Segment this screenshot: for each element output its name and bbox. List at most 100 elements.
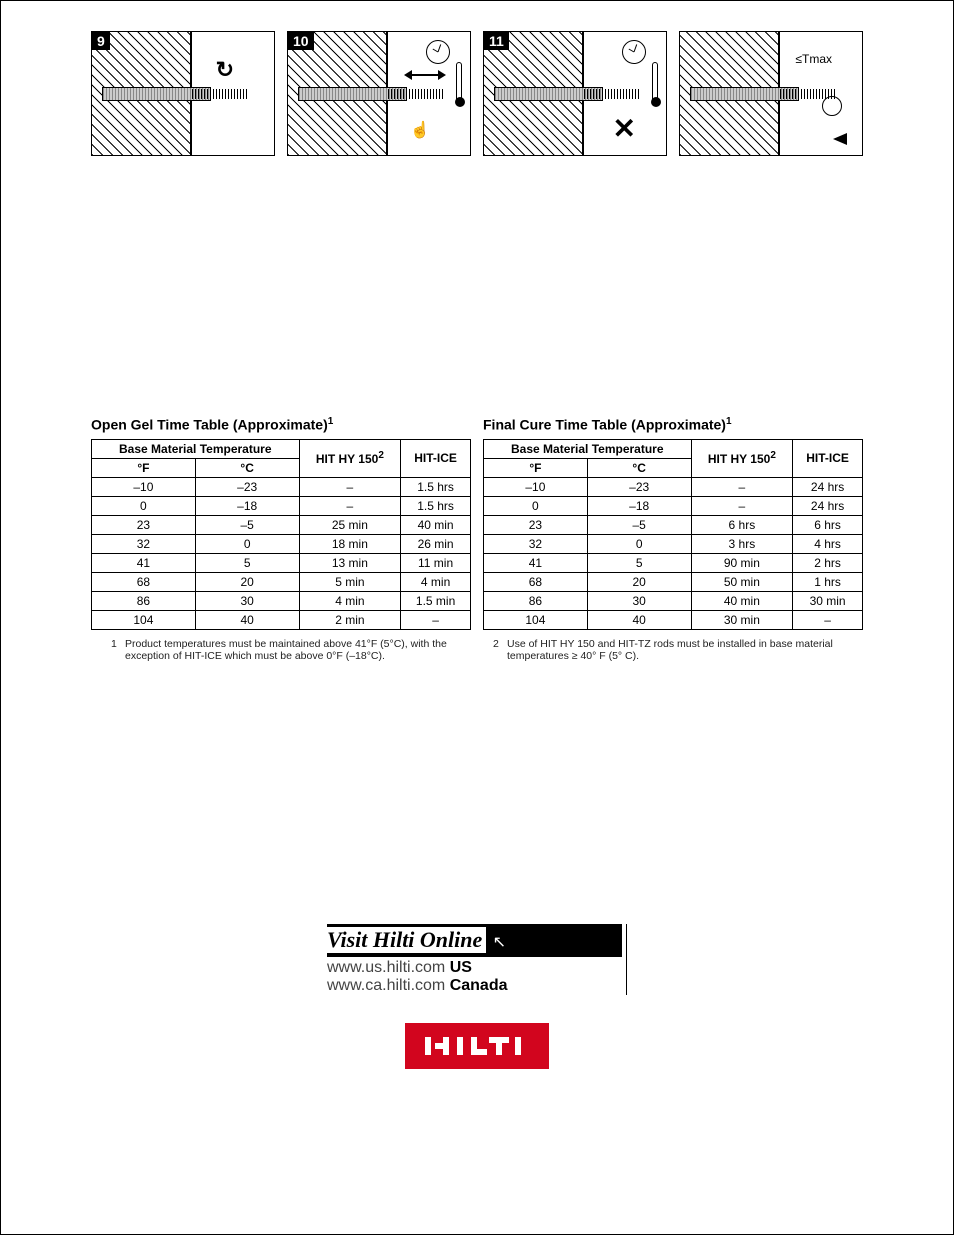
country-ca: Canada bbox=[450, 977, 508, 994]
table-cell: 23 bbox=[92, 515, 196, 534]
table-cell: – bbox=[401, 610, 471, 629]
table-cell: 1 hrs bbox=[793, 572, 863, 591]
instruction-diagram-row: 9 ↻ 10 ☝ 11 ✕ bbox=[31, 31, 923, 156]
step-number-badge: 9 bbox=[92, 32, 110, 50]
table-cell: 86 bbox=[92, 591, 196, 610]
table-cell: 0 bbox=[195, 534, 299, 553]
col-hy150: HIT HY 1502 bbox=[299, 439, 401, 477]
title-text: Final Cure Time Table (Approximate) bbox=[483, 417, 726, 433]
table-cell: –18 bbox=[587, 496, 691, 515]
hand-adjust-icon: ☝ bbox=[410, 120, 430, 140]
table-row: 0–18–24 hrs bbox=[484, 496, 863, 515]
footnote-1: 1 Product temperatures must be maintaine… bbox=[111, 638, 481, 662]
table-cell: 1.5 hrs bbox=[401, 477, 471, 496]
table-cell: 1.5 min bbox=[401, 591, 471, 610]
table-cell: 25 min bbox=[299, 515, 401, 534]
cure-time-tbody: –10–23–24 hrs0–18–24 hrs23–56 hrs6 hrs32… bbox=[484, 477, 863, 629]
footnote-number: 1 bbox=[111, 638, 117, 650]
table-cell: – bbox=[299, 496, 401, 515]
wait-clock-icon bbox=[622, 40, 646, 64]
table-cell: 4 min bbox=[299, 591, 401, 610]
table-cell: 5 bbox=[587, 553, 691, 572]
table-cell: –23 bbox=[195, 477, 299, 496]
table-row: 1044030 min– bbox=[484, 610, 863, 629]
hilti-logo bbox=[405, 1023, 549, 1069]
col-group-temp: Base Material Temperature bbox=[92, 439, 300, 458]
footnote-text: Product temperatures must be maintained … bbox=[125, 638, 447, 662]
title-sup: 1 bbox=[726, 416, 732, 427]
branding-block: Visit Hilti Online↖ www.us.hilti.com US … bbox=[1, 924, 953, 1074]
table-cell: 40 min bbox=[401, 515, 471, 534]
table-cell: 24 hrs bbox=[793, 477, 863, 496]
table-row: 3203 hrs4 hrs bbox=[484, 534, 863, 553]
visit-online-bar: Visit Hilti Online↖ www.us.hilti.com US … bbox=[327, 924, 627, 995]
table-cell: 18 min bbox=[299, 534, 401, 553]
table-row: 41513 min11 min bbox=[92, 553, 471, 572]
url-ca: www.ca.hilti.com bbox=[327, 977, 445, 994]
table-cell: 68 bbox=[92, 572, 196, 591]
cure-time-table-title: Final Cure Time Table (Approximate)1 bbox=[483, 416, 863, 433]
anchor-rod-extension bbox=[192, 89, 247, 99]
table-cell: –10 bbox=[484, 477, 588, 496]
table-cell: – bbox=[793, 610, 863, 629]
thermometer-icon bbox=[652, 62, 658, 102]
table-cell: 20 bbox=[195, 572, 299, 591]
footnote-2: 2 Use of HIT HY 150 and HIT-TZ rods must… bbox=[493, 638, 863, 662]
table-row: 23–56 hrs6 hrs bbox=[484, 515, 863, 534]
table-cell: 20 bbox=[587, 572, 691, 591]
table-cell: 40 bbox=[587, 610, 691, 629]
do-not-touch-icon: ✕ bbox=[613, 112, 636, 145]
url-us: www.us.hilti.com bbox=[327, 959, 445, 976]
table-cell: 86 bbox=[484, 591, 588, 610]
col-group-temp: Base Material Temperature bbox=[484, 439, 692, 458]
title-text: Open Gel Time Table (Approximate) bbox=[91, 417, 328, 433]
table-cell: 5 bbox=[195, 553, 299, 572]
url-us-line: www.us.hilti.com US bbox=[327, 959, 622, 977]
table-cell: –5 bbox=[195, 515, 299, 534]
thermometer-icon bbox=[456, 62, 462, 102]
torque-direction-arrow-icon bbox=[833, 133, 847, 145]
table-cell: 30 bbox=[195, 591, 299, 610]
table-cell: 32 bbox=[92, 534, 196, 553]
table-cell: 13 min bbox=[299, 553, 401, 572]
step-9-diagram: 9 ↻ bbox=[91, 31, 275, 156]
url-ca-line: www.ca.hilti.com Canada bbox=[327, 977, 622, 995]
table-cell: 0 bbox=[484, 496, 588, 515]
col-f: °F bbox=[92, 458, 196, 477]
table-cell: 4 min bbox=[401, 572, 471, 591]
table-cell: 2 min bbox=[299, 610, 401, 629]
step-11-diagram: 11 ✕ bbox=[483, 31, 667, 156]
table-cell: – bbox=[691, 496, 793, 515]
table-cell: 50 min bbox=[691, 572, 793, 591]
table-cell: 68 bbox=[484, 572, 588, 591]
table-cell: 30 bbox=[587, 591, 691, 610]
table-cell: – bbox=[691, 477, 793, 496]
gel-time-tbody: –10–23–1.5 hrs0–18–1.5 hrs23–525 min40 m… bbox=[92, 477, 471, 629]
table-row: 23–525 min40 min bbox=[92, 515, 471, 534]
gel-time-table-title: Open Gel Time Table (Approximate)1 bbox=[91, 416, 471, 433]
table-cell: 23 bbox=[484, 515, 588, 534]
table-row: 86304 min1.5 min bbox=[92, 591, 471, 610]
wait-clock-icon bbox=[426, 40, 450, 64]
table-row: 41590 min2 hrs bbox=[484, 553, 863, 572]
table-cell: 32 bbox=[484, 534, 588, 553]
visit-black-bar: Visit Hilti Online↖ bbox=[327, 924, 622, 957]
table-cell: 2 hrs bbox=[793, 553, 863, 572]
footnotes: 1 Product temperatures must be maintaine… bbox=[31, 630, 923, 662]
table-cell: –18 bbox=[195, 496, 299, 515]
footnote-number: 2 bbox=[493, 638, 499, 650]
table-cell: 0 bbox=[587, 534, 691, 553]
table-cell: –5 bbox=[587, 515, 691, 534]
table-cell: 26 min bbox=[401, 534, 471, 553]
table-cell: 5 min bbox=[299, 572, 401, 591]
table-cell: 0 bbox=[92, 496, 196, 515]
col-c: °C bbox=[195, 458, 299, 477]
table-cell: 41 bbox=[484, 553, 588, 572]
footnote-text: Use of HIT HY 150 and HIT-TZ rods must b… bbox=[507, 638, 833, 662]
visit-online-text: Visit Hilti Online bbox=[327, 927, 486, 953]
step-number-badge: 10 bbox=[288, 32, 314, 50]
table-cell: – bbox=[299, 477, 401, 496]
table-row: 863040 min30 min bbox=[484, 591, 863, 610]
table-cell: 41 bbox=[92, 553, 196, 572]
cure-time-table-block: Final Cure Time Table (Approximate)1 Bas… bbox=[483, 416, 863, 630]
